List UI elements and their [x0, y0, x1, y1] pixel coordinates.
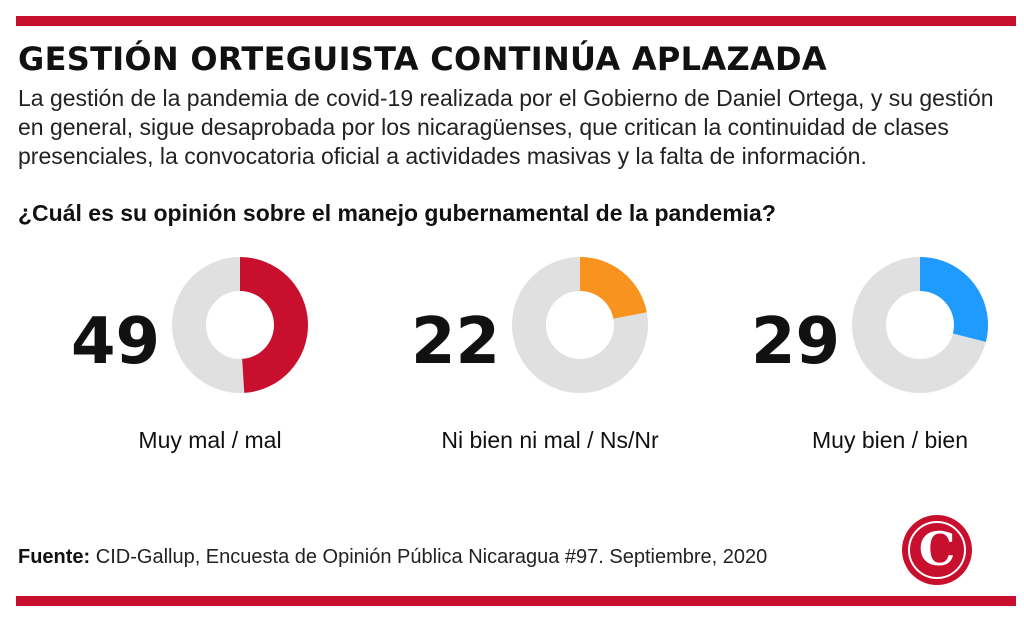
donut-group: 22 Ni bien ni mal / Ns/Nr	[380, 255, 720, 465]
donut-chart	[512, 257, 648, 393]
donut-segment	[580, 257, 647, 319]
donut-group: 29 Muy bien / bien	[720, 255, 1024, 465]
svg-text:C: C	[919, 522, 956, 576]
source-note: Fuente: CID-Gallup, Encuesta de Opinión …	[18, 546, 767, 569]
donut-category-label: Ni bien ni mal / Ns/Nr	[441, 427, 659, 453]
donut-group: 49 Muy mal / mal	[40, 255, 380, 465]
page-title: GESTIÓN ORTEGUISTA CONTINÚA APLAZADA	[18, 40, 827, 78]
donut-category-label: Muy bien / bien	[812, 427, 968, 453]
donut-chart-area: 49 Muy mal / mal 22 Ni bien ni mal / Ns/Nr 2…	[0, 255, 1024, 475]
source-label: Fuente:	[18, 546, 91, 568]
donut-chart	[852, 257, 988, 393]
publication-logo-icon: C	[902, 515, 972, 585]
chart-question: ¿Cuál es su opinión sobre el manejo gube…	[18, 200, 776, 226]
top-rule	[16, 16, 1016, 26]
donut-value-label: 22	[410, 305, 500, 379]
donut-value-label: 49	[70, 305, 160, 379]
source-text: CID-Gallup, Encuesta de Opinión Pública …	[95, 546, 768, 568]
bottom-rule	[16, 596, 1016, 606]
donut-chart	[172, 257, 308, 393]
donut-value-label: 29	[750, 305, 840, 379]
donut-segment	[240, 257, 308, 393]
donut-segment	[920, 257, 988, 342]
donut-category-label: Muy mal / mal	[138, 427, 282, 453]
lede-paragraph: La gestión de la pandemia de covid-19 re…	[18, 85, 994, 169]
